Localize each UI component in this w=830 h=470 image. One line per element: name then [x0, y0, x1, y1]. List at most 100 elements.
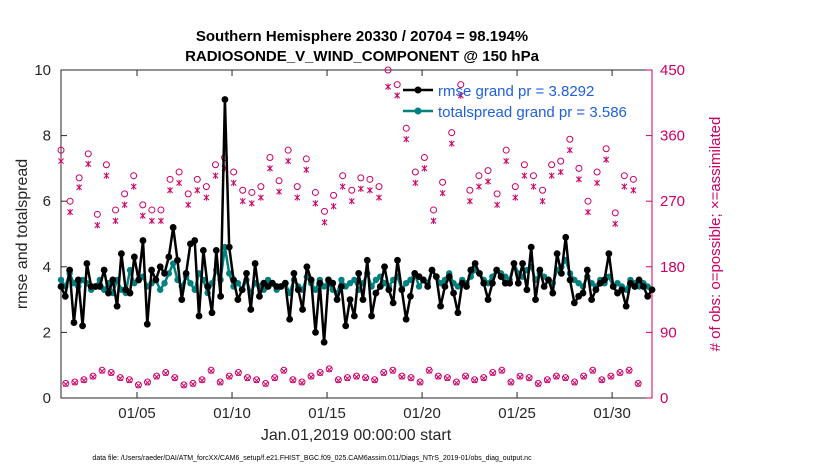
obs-possible-marker: [207, 366, 215, 374]
rmse-point: [139, 237, 147, 244]
y-tick-label: 8: [43, 128, 51, 145]
obs-assimilated-marker: [348, 197, 355, 205]
obs-possible-marker: [575, 164, 583, 172]
rmse-point: [635, 276, 643, 284]
obs-assimilated-marker: [339, 183, 346, 190]
obs-assimilated-marker: [103, 172, 110, 179]
obs-assimilated-marker: [594, 179, 601, 187]
rmse-point: [398, 286, 406, 294]
rmse-point: [191, 237, 199, 244]
rmse-point: [592, 286, 600, 294]
obs-possible-marker: [262, 379, 270, 387]
obs-assimilated-marker: [203, 194, 210, 201]
rmse-point: [312, 329, 319, 336]
obs-assimilated-marker: [172, 375, 178, 382]
rmse-point: [113, 302, 121, 310]
obs-possible-marker: [311, 188, 319, 196]
obs-assimilated-marker: [94, 222, 101, 229]
rmse-point: [639, 283, 647, 290]
obs-possible-marker: [289, 376, 297, 384]
obs-possible-marker: [171, 374, 179, 382]
obs-possible-marker: [320, 207, 328, 215]
rmse-point: [583, 266, 591, 274]
obs-assimilated-marker: [403, 136, 410, 143]
obs-assimilated-marker: [544, 377, 551, 384]
obs-possible-marker: [139, 201, 147, 209]
x-tick-label: 01/10: [213, 405, 251, 422]
obs-assimilated-marker: [244, 375, 251, 382]
x-tick-label: 01/30: [593, 405, 631, 422]
obs-assimilated-marker: [462, 374, 469, 380]
rmse-point: [143, 320, 151, 328]
obs-assimilated-marker: [421, 165, 428, 172]
obs-possible-marker: [112, 206, 120, 214]
obs-possible-marker: [280, 366, 288, 374]
rmse-point: [450, 289, 457, 297]
obs-possible-marker: [380, 368, 388, 376]
rmse-point: [57, 283, 65, 290]
obs-assimilated-marker: [112, 217, 119, 225]
rmse-point: [389, 299, 397, 307]
obs-assimilated-marker: [162, 370, 169, 376]
obs-assimilated-marker: [299, 379, 305, 386]
obs-possible-marker: [307, 372, 315, 380]
rmse-point: [294, 286, 302, 294]
rmse-point: [549, 289, 557, 297]
obs-assimilated-marker: [126, 377, 133, 384]
obs-possible-marker: [189, 379, 197, 387]
legend-spread-marker: [414, 107, 422, 115]
obs-possible-marker: [507, 378, 515, 386]
obs-assimilated-marker: [208, 368, 214, 374]
obs-possible-marker: [202, 183, 210, 191]
rmse-point: [480, 279, 488, 287]
obs-assimilated-marker: [512, 194, 519, 201]
x-tick-label: 01/05: [118, 405, 156, 422]
obs-assimilated-marker: [230, 179, 237, 187]
obs-assimilated-marker: [412, 179, 419, 187]
obs-possible-marker: [339, 172, 347, 180]
rmse-point: [105, 289, 112, 297]
rmse-point: [605, 250, 613, 258]
obs-assimilated-marker: [485, 178, 491, 185]
obs-assimilated-marker: [67, 208, 74, 216]
obs-possible-marker: [180, 381, 188, 389]
rmse-point: [363, 256, 371, 264]
rmse-point: [195, 312, 203, 320]
rmse-point: [428, 266, 436, 274]
rmse-point: [169, 224, 177, 231]
y-tick-label: 4: [43, 259, 51, 276]
obs-possible-marker: [529, 172, 537, 180]
rmse-point: [523, 286, 531, 294]
rmse-point: [303, 263, 311, 271]
totalspread-point: [415, 283, 423, 290]
obs-possible-marker: [443, 374, 451, 382]
obs-assimilated-marker: [317, 370, 323, 376]
obs-assimilated-marker: [185, 201, 192, 209]
rmse-point: [247, 306, 255, 313]
obs-possible-marker: [84, 150, 92, 158]
obs-possible-marker: [284, 146, 292, 154]
rmse-point: [61, 292, 69, 300]
obs-assimilated-marker: [303, 166, 310, 174]
rmse-point: [540, 283, 548, 290]
rmse-point: [368, 312, 375, 320]
rmse-point: [74, 276, 82, 284]
rmse-point: [307, 276, 315, 284]
rmse-point: [424, 283, 432, 290]
rmse-point: [648, 286, 656, 294]
obs-assimilated-marker: [471, 377, 478, 384]
rmse-point: [618, 286, 626, 294]
totalspread-point: [57, 276, 65, 284]
rmse-point: [135, 276, 143, 284]
obs-possible-marker: [134, 381, 142, 389]
rmse-point: [445, 273, 453, 281]
obs-assimilated-marker: [635, 381, 641, 387]
obs-assimilated-marker: [399, 374, 405, 380]
obs-possible-marker: [430, 206, 438, 214]
obs-possible-marker: [121, 190, 129, 198]
obs-assimilated-marker: [108, 370, 114, 376]
rmse-point: [441, 283, 449, 290]
obs-possible-marker: [607, 372, 615, 380]
obs-assimilated-marker: [626, 368, 632, 374]
rmse-point: [256, 292, 263, 300]
